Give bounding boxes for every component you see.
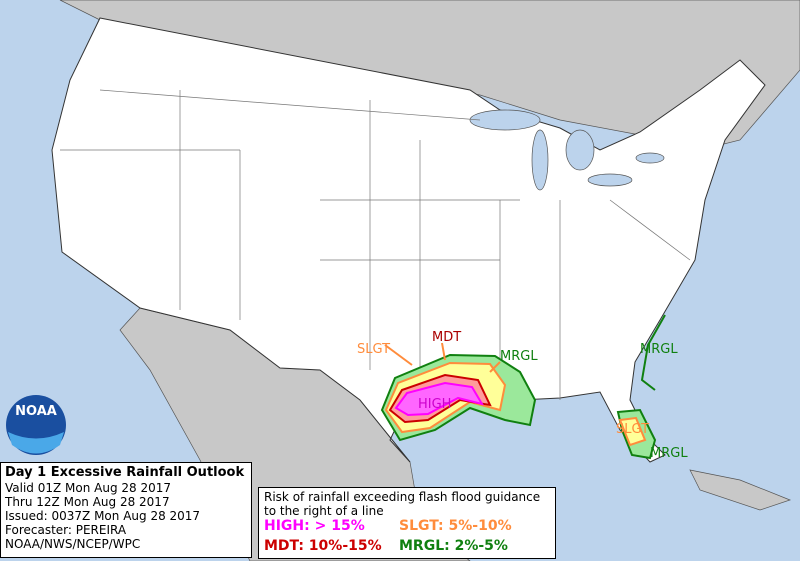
logo-wave (8, 432, 64, 454)
east-mrgl-line (640, 314, 666, 391)
logo-text: NOAA (15, 404, 57, 419)
label-leaders (384, 342, 501, 373)
info-line: Thru 12Z Mon Aug 28 2017 (5, 495, 170, 509)
legend-item: MDT: 10%-15% (264, 538, 382, 554)
legend-heading: to the right of a line (264, 504, 384, 518)
lake-huron (565, 129, 595, 171)
high-area (394, 381, 485, 417)
map-labels: SLGT MDT MRGL HIGH MRGL SLGT MRGL (357, 330, 688, 461)
legend-item: SLGT: 5%-10% (399, 518, 512, 534)
lake-erie (587, 173, 633, 187)
map-label: MRGL (650, 446, 688, 461)
map-label: HIGH (418, 397, 451, 412)
map-label: MRGL (500, 349, 538, 364)
map-label: SLGT (616, 422, 649, 437)
info-line: Valid 01Z Mon Aug 28 2017 (5, 481, 172, 495)
map-label: MRGL (640, 342, 678, 357)
risk-areas (380, 314, 666, 460)
map-label: MDT (432, 330, 461, 345)
info-line: Forecaster: PEREIRA (5, 523, 127, 537)
cuba (689, 469, 792, 511)
lake-ontario (635, 152, 665, 164)
legend-item: HIGH: > 15% (264, 518, 365, 534)
lake-superior (469, 109, 541, 131)
noaa-logo: NOAA (6, 395, 66, 455)
legend-box: Risk of rainfall exceeding flash flood g… (258, 487, 556, 559)
info-line: Issued: 0037Z Mon Aug 28 2017 (5, 509, 201, 523)
info-box: Day 1 Excessive Rainfall Outlook Valid 0… (0, 462, 252, 558)
info-title: Day 1 Excessive Rainfall Outlook (5, 465, 245, 480)
state-lines (60, 89, 691, 400)
info-line: NOAA/NWS/NCEP/WPC (5, 537, 141, 551)
legend-item: MRGL: 2%-5% (399, 538, 508, 554)
lake-michigan (531, 129, 549, 191)
map-label: SLGT (357, 342, 390, 357)
legend-heading: Risk of rainfall exceeding flash flood g… (264, 490, 541, 504)
fl-slgt-area (618, 416, 647, 447)
